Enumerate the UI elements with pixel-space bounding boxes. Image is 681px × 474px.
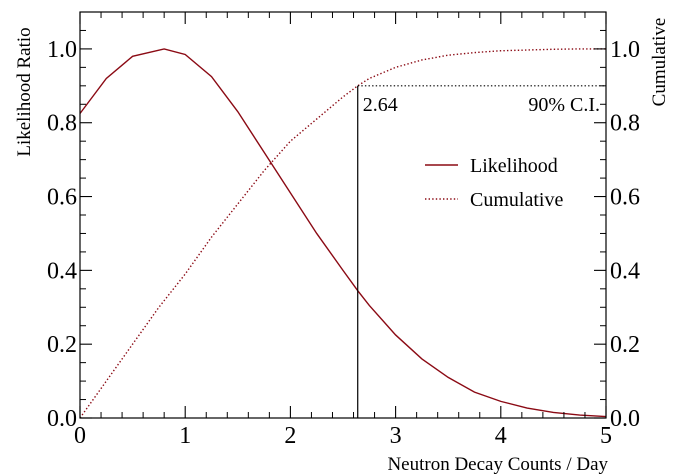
y-tick-label-right: 0.8 [610,111,640,137]
plot-area [79,48,607,419]
y-tick-label-left: 0.4 [47,258,77,284]
y-tick-label-right: 0.4 [610,258,640,284]
y-axis-title-left: Likelihood Ratio [14,27,35,156]
y-tick-label-right: 0.2 [610,332,640,358]
x-tick-label: 1 [179,423,191,449]
x-tick-label: 5 [600,423,612,449]
series-line-likelihood [79,48,607,418]
y-tick-label-left: 0.0 [47,406,77,432]
x-tick-label: 4 [495,423,507,449]
legend-label-cumulative: Cumulative [470,189,563,211]
y-tick-label-right: 1.0 [610,37,640,63]
axis-ticks: 0 1 2 3 4 50.00.20.40.60.81.00.00.20.40.60.81… [47,11,640,449]
legend: Likelihood Cumulative [425,155,563,211]
plot-frame [79,11,607,419]
series-line-cumulative [79,48,606,419]
y-tick-label-left: 0.2 [47,332,77,358]
x-tick-label: 0 [74,423,86,449]
y-tick-label-right: 0.0 [610,406,640,432]
limit-value-label: 2.64 [363,94,398,116]
y-tick-label-right: 0.6 [610,185,640,211]
legend-label-likelihood: Likelihood [470,155,558,177]
y-axis-title-right: Cumulative [649,18,670,107]
y-tick-label-left: 1.0 [47,37,77,63]
x-tick-label: 3 [390,423,402,449]
x-tick-label: 2 [284,423,296,449]
confidence-interval-label: 90% C.I. [528,94,600,116]
x-axis-title: Neutron Decay Counts / Day [387,454,608,474]
y-tick-label-left: 0.6 [47,185,77,211]
y-tick-label-left: 0.8 [47,111,77,137]
